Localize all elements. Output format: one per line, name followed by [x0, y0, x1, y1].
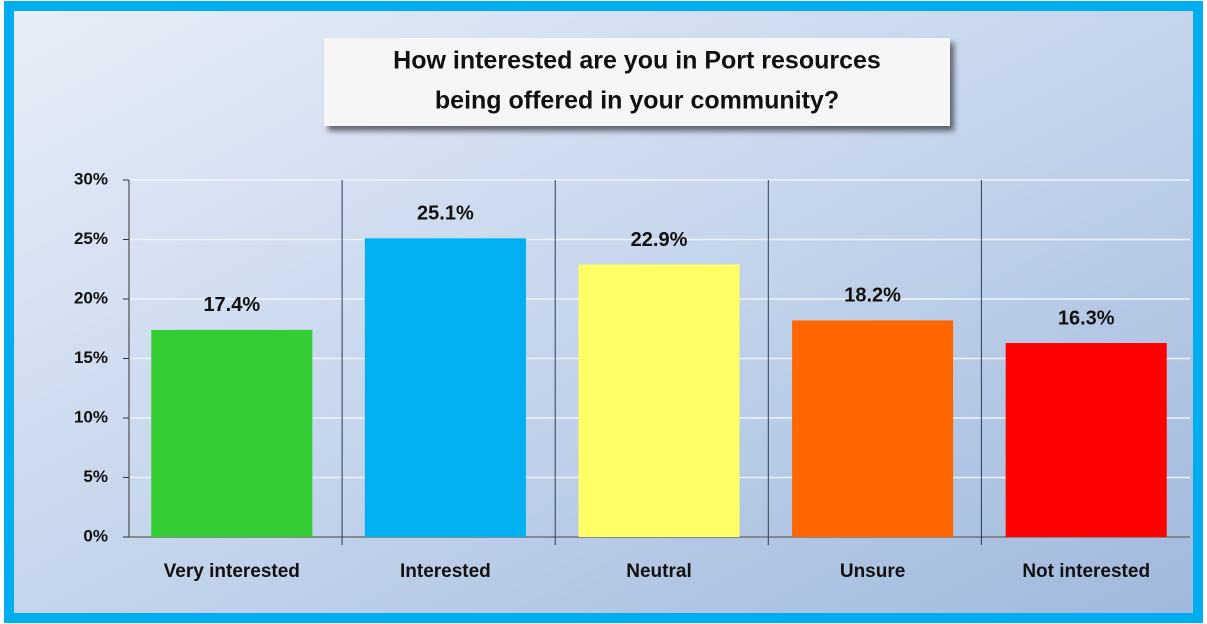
- bar: [792, 320, 954, 537]
- value-label: 17.4%: [203, 294, 260, 316]
- x-tick-label: Not interested: [1022, 561, 1150, 582]
- value-label: 22.9%: [631, 229, 688, 251]
- bar: [151, 329, 313, 537]
- value-label: 18.2%: [844, 285, 901, 307]
- bar: [578, 264, 740, 537]
- y-tick-label: 10%: [74, 407, 108, 426]
- x-tick-label: Interested: [400, 561, 491, 582]
- x-tick-label: Neutral: [626, 561, 691, 582]
- value-label: 16.3%: [1058, 307, 1115, 329]
- y-tick-label: 30%: [74, 169, 108, 188]
- value-label: 25.1%: [417, 203, 474, 225]
- chart-title: being offered in your community?: [435, 87, 839, 115]
- x-tick-label: Unsure: [840, 561, 905, 582]
- bar: [1005, 343, 1167, 537]
- y-tick-label: 5%: [83, 467, 108, 486]
- y-tick-label: 20%: [74, 288, 108, 307]
- y-tick-label: 0%: [83, 526, 108, 545]
- x-tick-label: Very interested: [164, 561, 300, 582]
- bar: [364, 238, 526, 537]
- y-tick-label: 25%: [74, 229, 108, 248]
- title-box: [324, 38, 950, 126]
- chart-title: How interested are you in Port resources: [393, 47, 881, 75]
- y-tick-label: 15%: [74, 348, 108, 367]
